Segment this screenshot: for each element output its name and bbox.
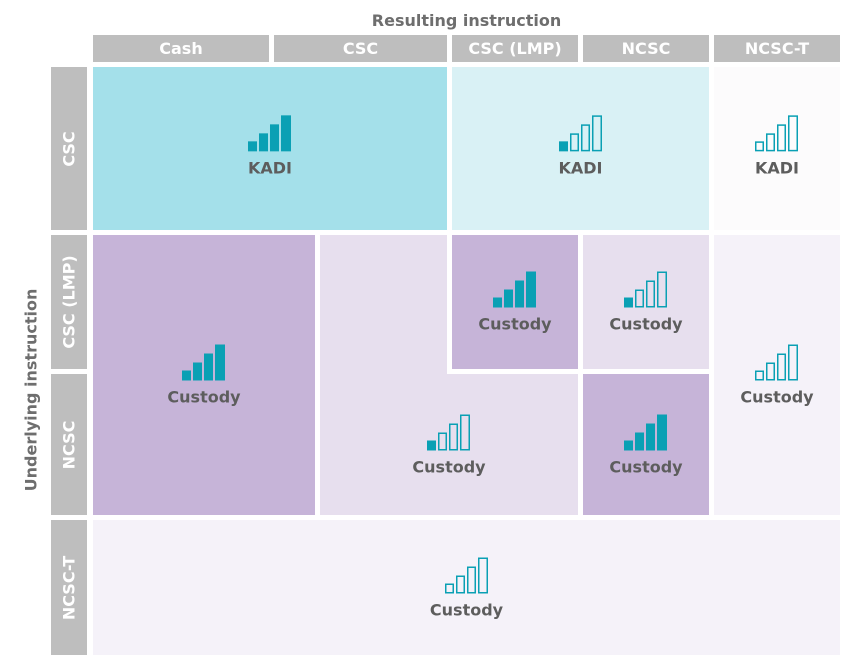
row-header-csc-lmp: CSC (LMP) <box>51 235 87 369</box>
column-header-ncsc: NCSC <box>583 35 709 62</box>
bars-one-filled-icon <box>427 414 470 450</box>
row-header-csc: CSC <box>51 67 87 230</box>
bars-filled-icon <box>182 344 225 381</box>
cell-ncsc-ncsc: Custody <box>583 374 709 515</box>
cell-lmp-ncsc: Custody <box>583 235 709 369</box>
bars-filled-icon <box>493 271 536 308</box>
column-header-ncsc-t: NCSC-T <box>714 35 840 62</box>
cell-label: Custody <box>609 314 683 334</box>
column-header-cash: Cash <box>93 35 269 62</box>
row-header-ncsc: NCSC <box>51 374 87 515</box>
bars-one-filled-icon <box>558 114 602 151</box>
bars-one-filled-icon <box>755 114 798 151</box>
cell-label: Custody <box>609 457 683 476</box>
cell-csc-cash-csc: KADI <box>93 67 447 230</box>
resulting-instruction-title: Resulting instruction <box>371 11 562 30</box>
cell-csc-ncsc-t: KADI <box>714 67 840 230</box>
bars-one-filled-icon <box>624 271 667 308</box>
cell-label: Custody <box>740 387 814 407</box>
cell-lmp-ncsc-ncsc-t: Custody <box>714 235 840 515</box>
column-header-csc: CSC <box>274 35 447 62</box>
cell-label: KADI <box>754 157 799 177</box>
cell-csc-lmp-ncsc: KADI <box>452 67 709 230</box>
bars-filled-icon <box>624 414 667 450</box>
bars-one-filled-icon <box>444 557 488 593</box>
cell-label: Custody <box>167 387 241 407</box>
row-header-ncsc-t: NCSC-T <box>51 520 87 655</box>
cell-label: Custody <box>478 314 552 334</box>
cell-label: KADI <box>247 157 292 177</box>
cell-lmp-ncsc-cash: Custody <box>93 235 315 515</box>
cell-lmp-ncsc-csc-part <box>320 235 447 515</box>
bars-filled-icon <box>248 114 291 151</box>
cell-ncsc-t-all: Custody <box>93 520 840 655</box>
cell-lmp-ncsc-csc: Custody <box>320 374 578 515</box>
cell-lmp-lmp: Custody <box>452 235 578 369</box>
column-header-csc-lmp: CSC (LMP) <box>452 35 578 62</box>
bars-one-filled-icon <box>755 344 798 381</box>
cell-label: KADI <box>558 157 603 177</box>
underlying-instruction-title: Underlying instruction <box>21 288 41 492</box>
cell-label: Custody <box>412 457 486 476</box>
cell-label: Custody <box>429 600 504 619</box>
